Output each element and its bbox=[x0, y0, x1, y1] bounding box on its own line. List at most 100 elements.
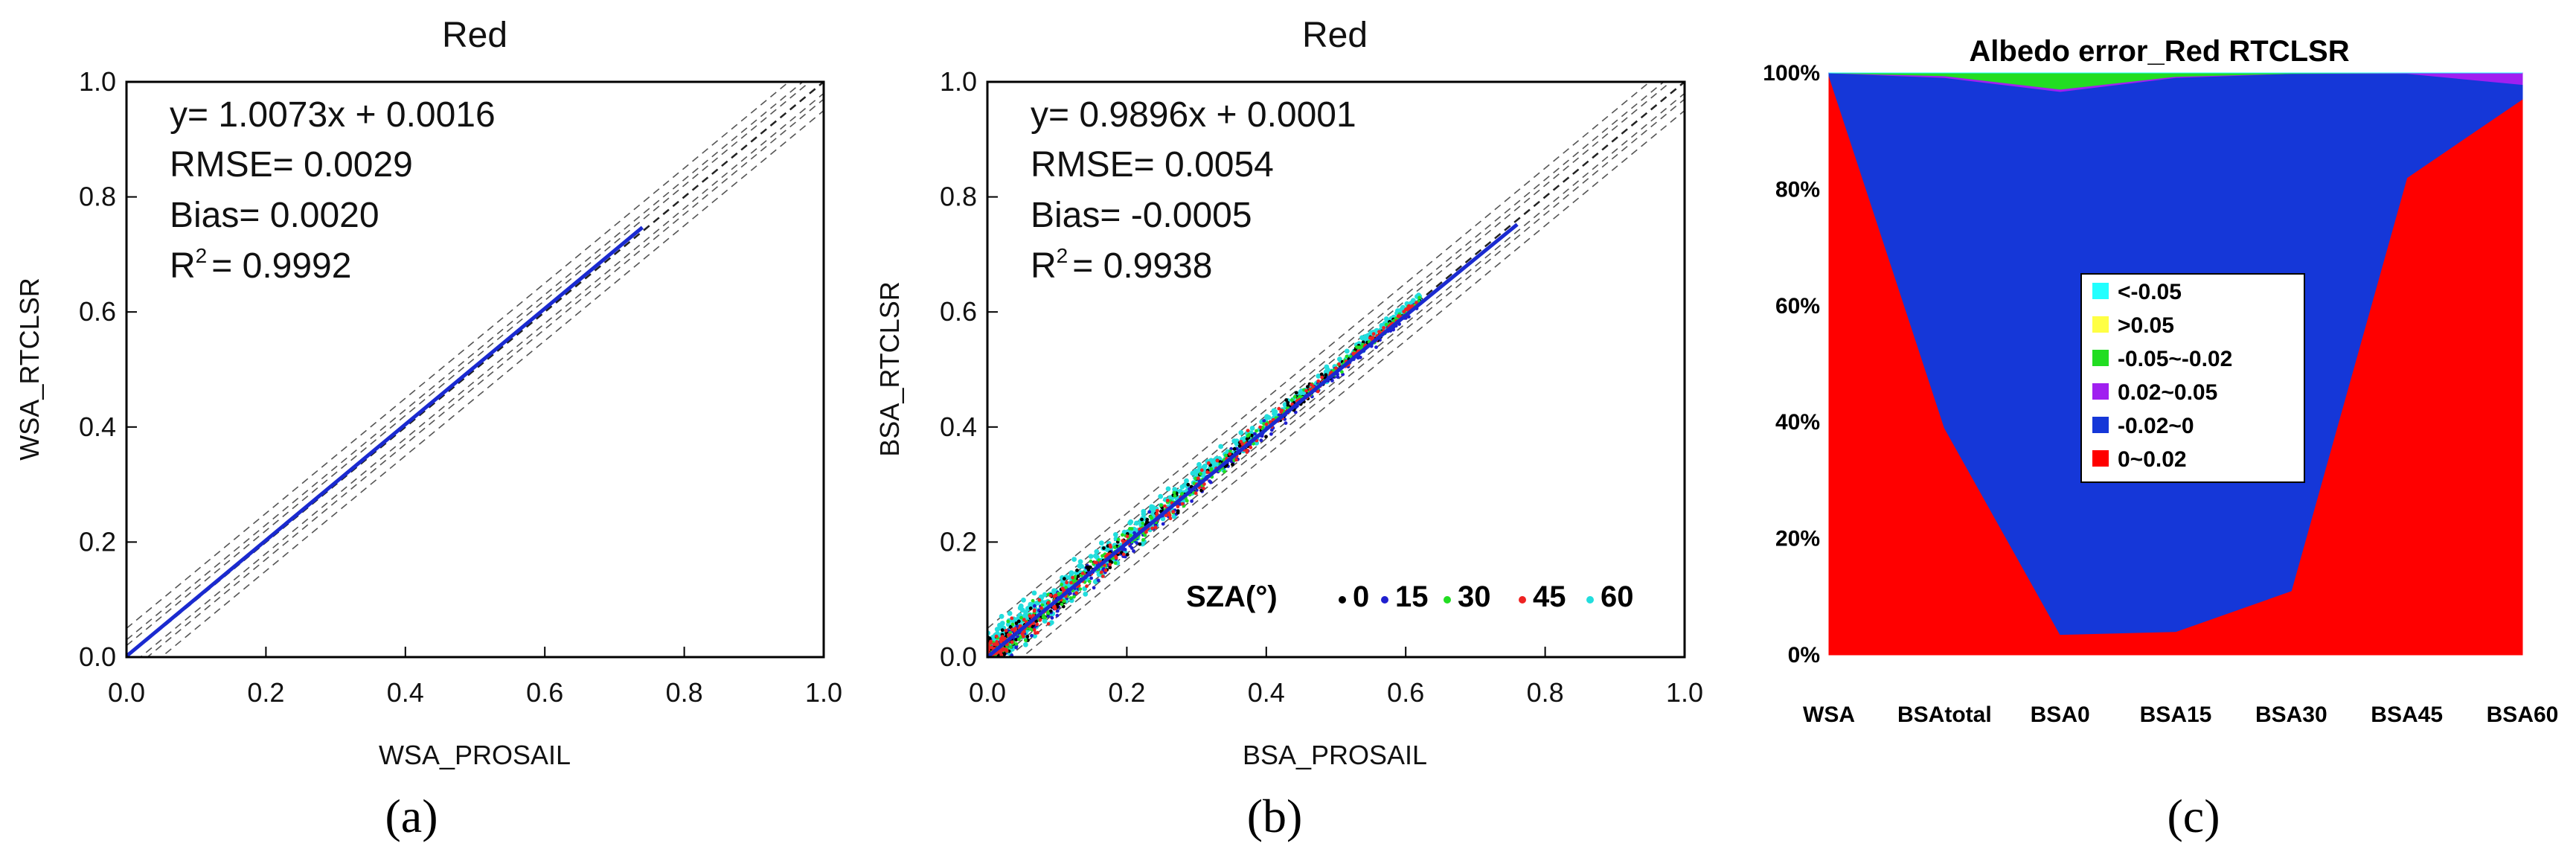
error-legend-box bbox=[2080, 273, 2305, 483]
data-point-sza-15 bbox=[1050, 615, 1054, 620]
data-point-sza-30 bbox=[991, 659, 995, 663]
x-tick-label: 0.0 bbox=[108, 677, 145, 708]
data-point-sza-15 bbox=[1161, 522, 1165, 526]
data-point-sza-60 bbox=[1067, 574, 1072, 580]
data-point-sza-45 bbox=[1005, 649, 1009, 653]
data-point-sza-60 bbox=[1212, 461, 1218, 467]
y-tick-label: 1.0 bbox=[940, 66, 977, 97]
data-point-sza-30 bbox=[1340, 370, 1344, 374]
data-point-sza-0 bbox=[1176, 509, 1180, 513]
data-point-sza-60 bbox=[987, 659, 992, 664]
error-legend-swatch bbox=[2092, 316, 2109, 333]
data-point-sza-0 bbox=[987, 667, 991, 670]
data-point-sza-45 bbox=[986, 673, 990, 677]
data-point-sza-15 bbox=[1046, 614, 1050, 618]
reference-line bbox=[987, 82, 1651, 629]
panel-b-title: Red bbox=[1302, 16, 1368, 55]
data-point-sza-30 bbox=[1357, 345, 1361, 350]
data-point-sza-45 bbox=[1410, 304, 1414, 308]
data-point-sza-0 bbox=[1324, 373, 1328, 377]
panel-a-xlabel: WSA_PROSAIL bbox=[379, 740, 571, 770]
data-point-sza-45 bbox=[1246, 429, 1250, 432]
data-point-sza-60 bbox=[985, 668, 990, 673]
data-point-sza-30 bbox=[1143, 533, 1147, 537]
panel-b-rmse: RMSE= 0.0054 bbox=[1031, 145, 1274, 185]
reference-line bbox=[987, 82, 1685, 657]
data-point-sza-15 bbox=[1033, 604, 1037, 608]
data-point-sza-30 bbox=[1041, 615, 1045, 619]
data-point-sza-60 bbox=[1077, 559, 1083, 565]
data-point-sza-60 bbox=[1234, 438, 1240, 444]
data-point-sza-30 bbox=[1194, 476, 1198, 481]
data-point-sza-60 bbox=[1079, 563, 1084, 569]
data-point-sza-30 bbox=[1228, 449, 1232, 453]
data-point-sza-45 bbox=[1103, 569, 1108, 572]
sza-legend-marker bbox=[1444, 596, 1451, 604]
area-y-tick-label: 100% bbox=[1763, 61, 1820, 86]
data-point-sza-30 bbox=[1173, 493, 1177, 498]
data-point-sza-0 bbox=[1319, 372, 1324, 377]
data-point-sza-15 bbox=[992, 663, 996, 667]
data-point-sza-60 bbox=[1218, 444, 1224, 449]
error-legend-label: -0.02~0 bbox=[2118, 414, 2194, 438]
data-point-sza-45 bbox=[1164, 513, 1168, 518]
y-tick-label: 0.0 bbox=[940, 641, 977, 672]
error-legend-swatch bbox=[2092, 350, 2109, 366]
data-point-sza-60 bbox=[1158, 493, 1164, 499]
data-point-sza-0 bbox=[1028, 606, 1033, 610]
data-point-sza-60 bbox=[1134, 520, 1139, 526]
data-point-sza-30 bbox=[987, 668, 990, 671]
data-point-sza-60 bbox=[985, 669, 990, 674]
data-point-sza-15 bbox=[986, 658, 990, 662]
data-point-sza-30 bbox=[1199, 472, 1202, 476]
data-point-sza-30 bbox=[1116, 537, 1121, 542]
data-point-sza-15 bbox=[1269, 428, 1274, 432]
error-legend-swatch bbox=[2092, 383, 2109, 400]
data-point-sza-45 bbox=[1258, 425, 1262, 429]
data-point-sza-30 bbox=[1014, 642, 1019, 646]
data-point-sza-60 bbox=[987, 664, 992, 669]
x-tick-label: 0.2 bbox=[247, 677, 284, 708]
data-point-sza-15 bbox=[992, 662, 996, 666]
data-point-sza-15 bbox=[1096, 578, 1100, 583]
data-point-sza-60 bbox=[995, 658, 1000, 663]
data-point-sza-30 bbox=[1292, 394, 1297, 399]
data-point-sza-30 bbox=[1078, 587, 1083, 591]
data-point-sza-45 bbox=[1280, 409, 1284, 412]
data-point-sza-30 bbox=[1113, 561, 1118, 566]
data-point-sza-0 bbox=[1034, 619, 1039, 624]
data-point-sza-60 bbox=[1249, 426, 1255, 431]
data-point-sza-60 bbox=[1068, 570, 1074, 576]
data-point-sza-45 bbox=[1028, 614, 1032, 618]
data-point-sza-30 bbox=[1064, 586, 1068, 589]
data-point-sza-45 bbox=[1121, 539, 1125, 543]
x-tick-label: 0.4 bbox=[1248, 677, 1285, 708]
data-point-sza-45 bbox=[1039, 606, 1043, 610]
data-point-sza-45 bbox=[1121, 552, 1126, 557]
data-point-sza-60 bbox=[1395, 308, 1400, 314]
data-point-sza-45 bbox=[1144, 530, 1148, 534]
data-point-sza-45 bbox=[1046, 621, 1051, 626]
reference-line bbox=[139, 92, 824, 657]
data-point-sza-45 bbox=[1013, 627, 1017, 631]
data-point-sza-45 bbox=[1054, 593, 1058, 598]
data-point-sza-45 bbox=[1000, 635, 1005, 638]
data-point-sza-15 bbox=[993, 664, 997, 668]
data-point-sza-60 bbox=[1028, 601, 1034, 607]
data-point-sza-60 bbox=[1051, 588, 1057, 594]
sza-legend-label: 45 bbox=[1533, 580, 1566, 613]
data-point-sza-0 bbox=[1249, 433, 1254, 438]
data-point-sza-45 bbox=[987, 661, 991, 665]
data-point-sza-45 bbox=[986, 659, 990, 663]
data-point-sza-45 bbox=[1069, 580, 1073, 585]
y-tick-label: 0.8 bbox=[940, 182, 977, 212]
data-point-sza-15 bbox=[988, 659, 992, 663]
data-point-sza-15 bbox=[1269, 432, 1273, 436]
data-point-sza-15 bbox=[1336, 375, 1340, 380]
data-point-sza-45 bbox=[1202, 486, 1205, 490]
data-point-sza-30 bbox=[1180, 492, 1185, 496]
data-point-sza-60 bbox=[1021, 598, 1026, 603]
panel-a-frame bbox=[125, 80, 825, 659]
y-tick-label: 1.0 bbox=[79, 66, 116, 97]
data-point-sza-45 bbox=[1034, 631, 1037, 635]
